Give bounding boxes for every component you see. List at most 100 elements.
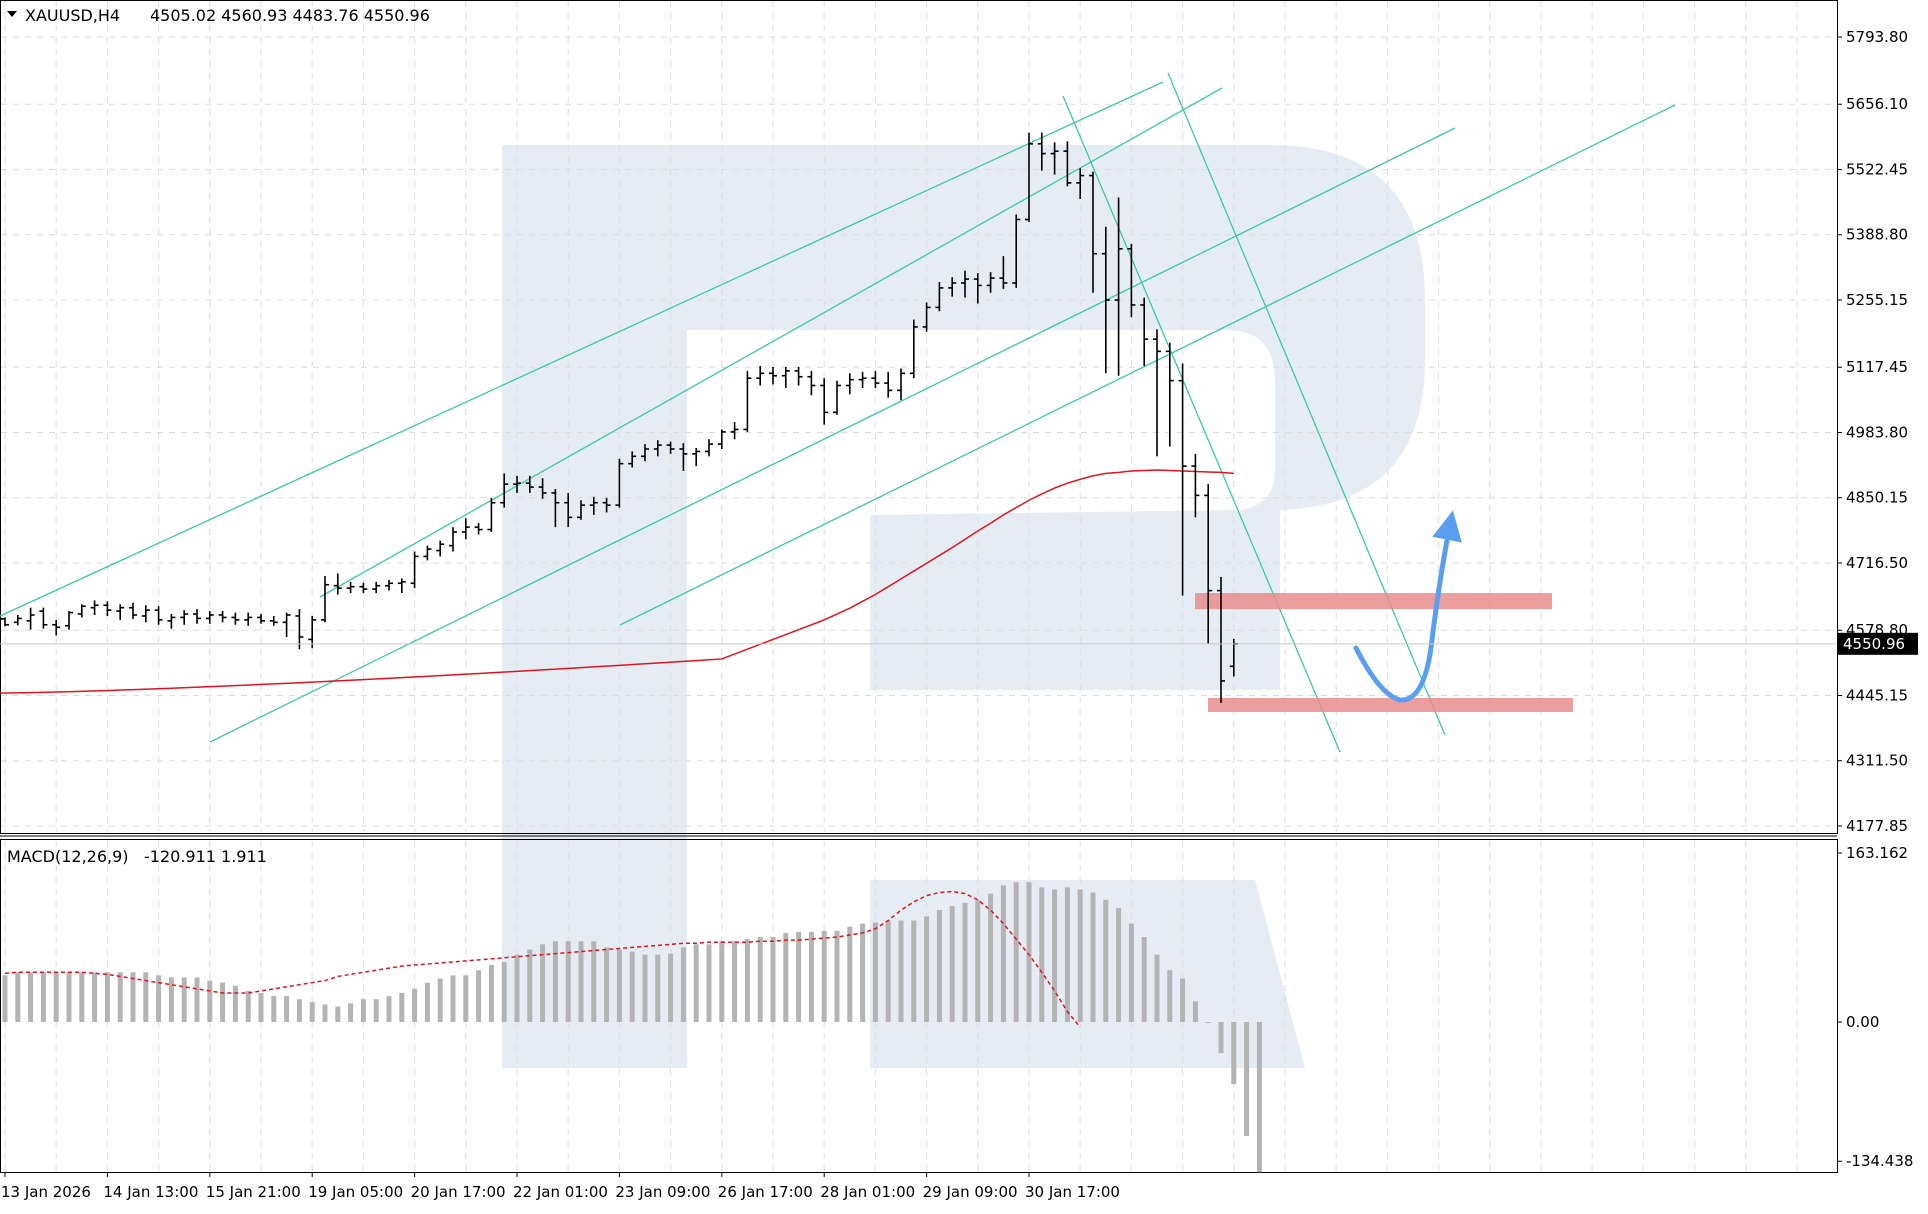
macd-bar [744,939,750,1022]
forecast-arrow [1353,510,1462,703]
macd-bar [591,941,597,1022]
ohlc-bar [1217,576,1225,703]
ohlc-bar [103,601,112,616]
macd-bar [629,951,635,1022]
macd-bar [1000,885,1006,1022]
macd-bar [207,980,213,1022]
price-zone [1208,698,1573,713]
macd-bar [1244,1022,1250,1136]
ohlc-bar [397,578,406,594]
macd-bar [309,1002,315,1022]
ohlc-bar [551,489,560,528]
macd-bar [655,954,661,1022]
ohlc-bar [1063,141,1072,187]
current-price-badge [1838,632,1918,655]
ohlc-bar [897,368,905,401]
macd-bar [156,975,162,1022]
ohlc-bar [833,380,841,415]
macd-bar [808,931,814,1022]
ohlc-bar [807,370,816,396]
macd-bar [284,996,290,1022]
macd-bar [578,941,584,1022]
macd-bar [540,944,546,1022]
ohlc-bar [1204,484,1213,644]
ohlc-bar [781,366,790,388]
ohlc-bar [346,581,355,594]
macd-bar [565,941,571,1022]
macd-bar [40,972,46,1022]
collapse-icon[interactable] [7,11,17,17]
ohlc-bar [154,606,163,625]
macd-bar [847,926,853,1022]
ohlc-bar [973,273,982,304]
macd-bar [2,975,8,1022]
ohlc-bar [487,497,496,532]
trend-line [0,81,1164,617]
macd-bar [962,902,968,1022]
macd-bar [860,923,866,1022]
ohlc-bar [423,545,432,561]
macd-bar [220,982,226,1022]
macd-bar [680,947,686,1022]
trend-line [1062,95,1341,753]
ohlc-bar [986,272,995,293]
macd-label: MACD(12,26,9) [7,847,129,866]
ohlc-bar [1050,142,1059,175]
macd-bar [1013,882,1019,1022]
macd-bar [885,920,891,1022]
macd-bar [322,1004,328,1022]
ohlc-bar [1012,214,1021,288]
ohlc-bar [218,611,227,623]
ohlc-bar [577,500,585,520]
macd-bar [872,922,878,1022]
support-resistance-zones [1195,593,1573,713]
macd-bar [1218,1022,1224,1054]
macd-bar [28,972,34,1022]
macd-bar [92,972,98,1022]
price-panel-frame [0,0,1838,834]
ohlc-bar [167,614,176,629]
macd-bar [373,999,379,1022]
price-tick-label: 5117.45 [1846,358,1908,376]
macd-bar [1026,882,1032,1022]
ohlc-bar [500,473,509,508]
chart-grid [1,1,1837,1172]
macd-bar [360,999,366,1022]
ohlc-bar [884,371,893,398]
macd-tick-label: 163.162 [1846,844,1908,862]
ohlc-bar [1037,132,1046,171]
ohlc-bar [116,604,125,620]
ohlc-bar [141,605,150,623]
signal-line [4,890,1081,1028]
ohlc-bar [641,444,649,462]
time-tick-label: 26 Jan 17:00 [718,1183,813,1201]
ohlc-bar [602,497,611,513]
ohlc-bar [129,602,137,619]
macd-bar [898,920,904,1022]
ohlc-bar [1178,363,1187,596]
time-tick-label: 29 Jan 09:00 [923,1183,1018,1201]
macd-bar [104,972,110,1022]
time-axis: 13 Jan 2026 14 Jan 13:00 15 Jan 21:00 19 Ja… [1,1172,1120,1201]
time-tick-label: 19 Jan 05:00 [308,1183,403,1201]
macd-bar [1180,978,1186,1022]
macd-bar [412,988,418,1022]
macd-bar [245,990,251,1022]
time-tick-label: 23 Jan 09:00 [615,1183,710,1201]
ohlc-bar [679,443,688,471]
macd-bar [117,972,123,1022]
macd-bar [399,992,405,1022]
time-tick-label: 22 Jan 01:00 [513,1183,608,1201]
trend-line [319,87,1223,598]
trend-line [619,104,1676,626]
ohlc-bar [1076,168,1085,200]
time-tick-label: 20 Jan 17:00 [411,1183,506,1201]
macd-histogram [2,882,1262,1173]
macd-bar [514,954,520,1022]
price-tick-label: 4177.85 [1846,817,1908,835]
ohlc-bar [410,551,419,589]
ohlc-bar [705,439,713,457]
moving-average [0,469,1234,694]
ohlc-bar [308,615,317,649]
